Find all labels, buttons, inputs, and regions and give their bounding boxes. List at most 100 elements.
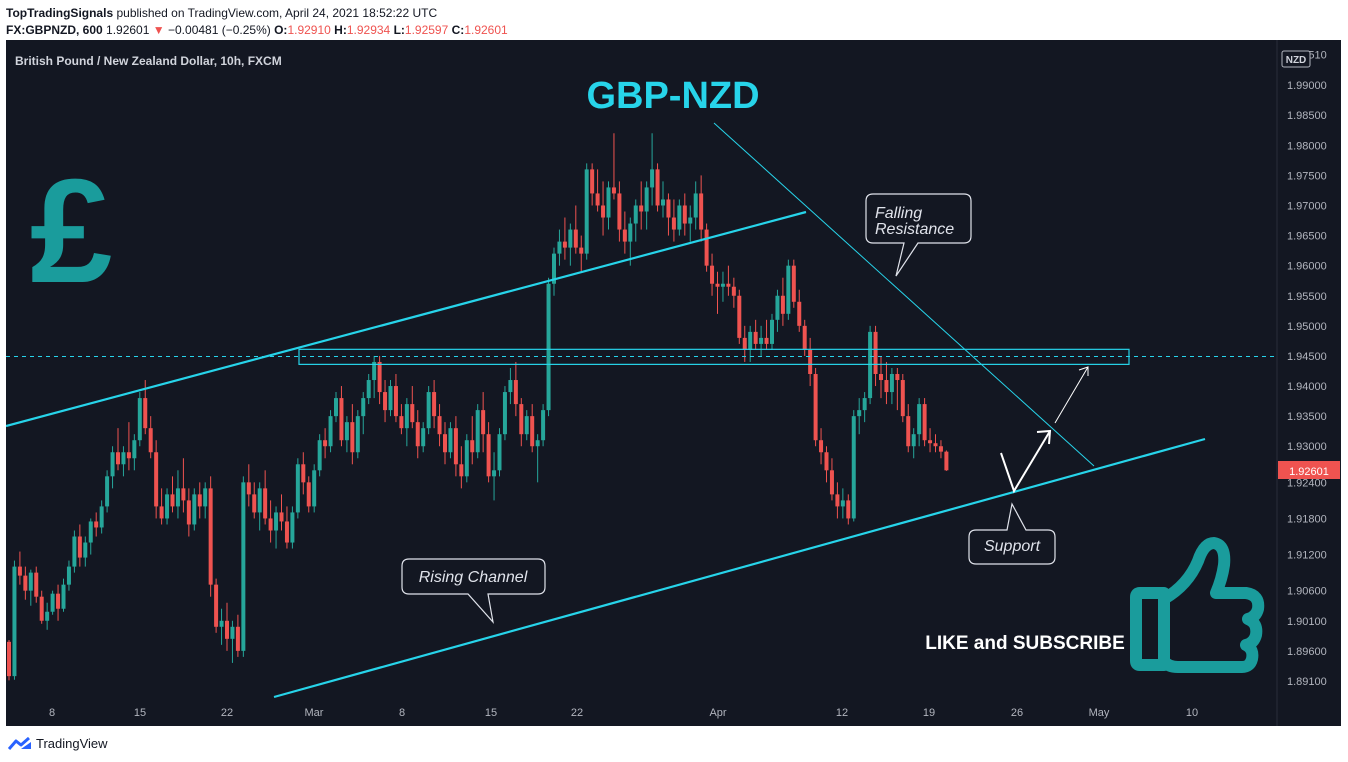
- rising-channel-callout: Rising Channel: [401, 558, 546, 624]
- candle: [622, 211, 627, 254]
- svg-text:£: £: [30, 149, 112, 314]
- candle: [808, 337, 813, 387]
- candle: [557, 229, 562, 266]
- candle: [938, 440, 943, 459]
- candle: [764, 319, 769, 350]
- candle: [317, 434, 322, 477]
- candle: [241, 476, 246, 657]
- candle: [650, 133, 655, 206]
- candle: [671, 199, 676, 242]
- y-tick-label: 1.95000: [1287, 321, 1327, 333]
- like-subscribe-text: LIKE and SUBSCRIBE: [925, 633, 1125, 654]
- candle: [928, 428, 933, 453]
- candle: [263, 470, 268, 525]
- y-tick-label: 1.90100: [1287, 616, 1327, 628]
- candle: [851, 410, 856, 522]
- instrument-label: British Pound / New Zealand Dollar, 10h,…: [15, 54, 282, 68]
- candle: [83, 536, 88, 567]
- support-callout: Support: [968, 502, 1056, 565]
- y-tick-label: 1.96000: [1287, 261, 1327, 273]
- candle: [39, 590, 44, 624]
- candle: [121, 446, 126, 477]
- candle: [819, 428, 824, 465]
- x-tick-label: 19: [923, 707, 935, 719]
- candle: [132, 434, 137, 471]
- candle: [780, 277, 785, 326]
- high-label: H:: [334, 23, 347, 37]
- candle: [165, 488, 170, 525]
- candle: [824, 446, 829, 483]
- candle: [274, 506, 279, 549]
- candle: [535, 434, 540, 483]
- candle: [813, 367, 818, 447]
- breakout-arrow: [1054, 366, 1089, 424]
- candle: [759, 325, 764, 356]
- candle: [257, 482, 262, 531]
- y-tick-label: 1.96500: [1287, 231, 1327, 243]
- low-label: L:: [393, 23, 405, 37]
- falling-resistance-callout: Falling Resistance: [865, 193, 972, 277]
- candle: [399, 404, 404, 435]
- currency-badge: NZD: [1286, 55, 1307, 66]
- falling-resistance-line2: Resistance: [875, 221, 954, 238]
- candle: [17, 551, 22, 585]
- last-price-tag: 1.92601: [1278, 461, 1340, 479]
- candle: [541, 404, 546, 447]
- candle: [868, 325, 873, 405]
- x-tick-label: 8: [399, 707, 405, 719]
- y-tick-label: 1.90600: [1287, 586, 1327, 598]
- lower-channel-line: [273, 437, 1206, 699]
- candle: [900, 374, 905, 423]
- falling-resistance-line1: Falling: [875, 205, 922, 222]
- candle: [306, 476, 311, 513]
- candle: [470, 416, 475, 465]
- candle: [737, 289, 742, 344]
- candle: [699, 175, 704, 242]
- candle: [590, 163, 595, 206]
- candle: [203, 482, 208, 519]
- candle: [295, 458, 300, 519]
- candle: [192, 488, 197, 531]
- candle: [334, 392, 338, 423]
- candle: [502, 386, 507, 441]
- falling-resistance-line: [713, 122, 1095, 467]
- candle: [246, 464, 251, 507]
- candle: [562, 217, 567, 260]
- candle: [606, 181, 611, 230]
- candle: [186, 488, 191, 537]
- candle: [481, 392, 486, 453]
- open-value: 1.92910: [287, 23, 331, 37]
- candle: [889, 367, 894, 405]
- y-tick-label: 1.94500: [1287, 351, 1327, 363]
- price-chart[interactable]: 1.995101.990001.985001.980001.975001.970…: [6, 40, 1341, 726]
- x-tick-label: 10: [1186, 707, 1198, 719]
- candle: [148, 416, 153, 459]
- candle: [230, 620, 235, 663]
- candle: [181, 458, 186, 513]
- candle: [214, 578, 219, 633]
- candle: [393, 374, 398, 423]
- candle: [175, 470, 180, 519]
- x-tick-label: 22: [221, 707, 233, 719]
- candle: [355, 410, 360, 459]
- chart-title: GBP-NZD: [586, 75, 759, 117]
- candle: [475, 404, 480, 459]
- candle: [301, 452, 306, 495]
- candle: [45, 602, 50, 630]
- candle: [846, 494, 851, 525]
- candle: [513, 361, 518, 417]
- candle: [742, 325, 747, 362]
- candle: [464, 434, 469, 483]
- candle: [432, 380, 437, 429]
- axes-group: 1.995101.990001.985001.980001.975001.970…: [49, 49, 1327, 719]
- x-tick-label: 12: [836, 707, 848, 719]
- y-tick-label: 1.93000: [1287, 441, 1327, 453]
- publisher-name[interactable]: TopTradingSignals: [6, 6, 114, 20]
- candle: [704, 223, 709, 272]
- candle: [835, 482, 840, 519]
- candle: [497, 428, 502, 477]
- candle: [170, 476, 175, 513]
- candle: [225, 602, 229, 651]
- tradingview-footer[interactable]: TradingView: [8, 736, 108, 751]
- candle: [770, 313, 774, 350]
